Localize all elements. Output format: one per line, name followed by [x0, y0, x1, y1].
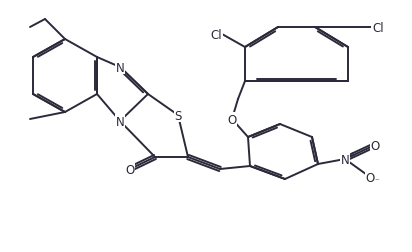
- Text: Cl: Cl: [372, 21, 384, 34]
- Text: N: N: [116, 61, 124, 74]
- Text: O: O: [370, 139, 379, 152]
- Text: +: +: [348, 150, 354, 159]
- Text: N: N: [116, 115, 124, 128]
- Text: N: N: [341, 153, 349, 166]
- Text: ⁻: ⁻: [375, 177, 379, 186]
- Text: Cl: Cl: [211, 28, 222, 41]
- Text: O: O: [125, 163, 135, 176]
- Text: S: S: [174, 109, 182, 122]
- Text: O: O: [365, 171, 375, 184]
- Text: O: O: [227, 113, 236, 126]
